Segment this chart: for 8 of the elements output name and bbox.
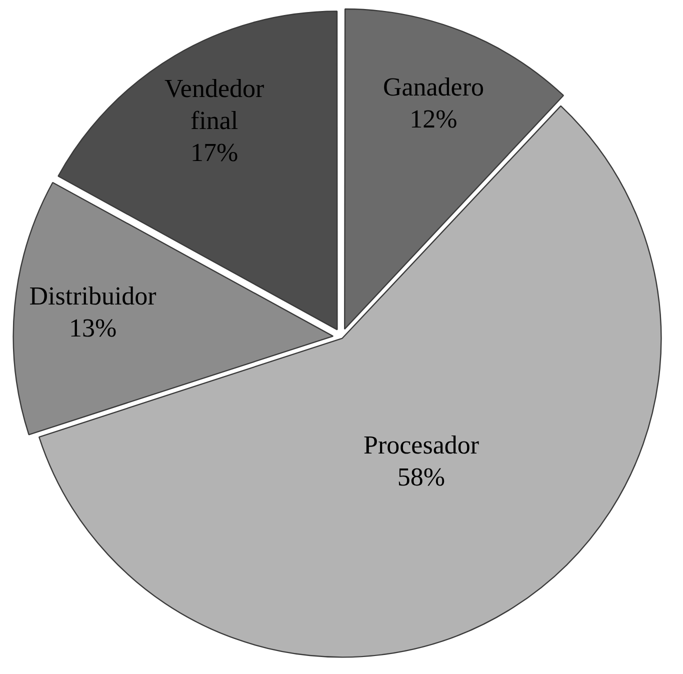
data-label: 17% <box>190 138 238 167</box>
slice-label: Procesador <box>363 430 480 460</box>
data-label: 13% <box>68 313 117 342</box>
slice-label: Ganadero <box>382 72 484 102</box>
slice-label: Distribuidor <box>29 281 157 310</box>
slice-label: Vendedor final <box>164 74 264 135</box>
data-label: 58% <box>397 462 446 492</box>
data-label: 12% <box>410 104 458 134</box>
